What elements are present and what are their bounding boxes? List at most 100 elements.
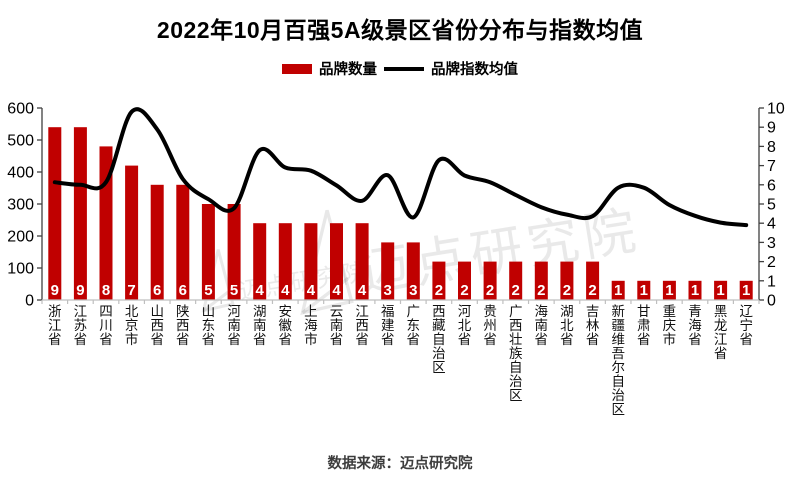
x-axis-label-广西壮族自治区: 广西壮族自治区 <box>509 304 523 403</box>
left-axis-label: 400 <box>7 165 34 182</box>
x-axis-label-青海省: 青海省 <box>688 304 702 347</box>
x-axis-label-北京市: 北京市 <box>125 304 139 347</box>
bar-value-label: 3 <box>409 282 417 299</box>
bar-value-label: 7 <box>127 282 135 299</box>
bar-河北省 <box>458 261 471 300</box>
x-axis-label-辽宁省: 辽宁省 <box>739 304 753 347</box>
bar-value-label: 2 <box>512 282 520 299</box>
chart-legend: 品牌数量 品牌指数均值 <box>0 58 800 79</box>
right-axis-label: 1 <box>767 273 776 290</box>
bar-value-label: 9 <box>51 282 59 299</box>
right-axis-label: 2 <box>767 254 776 271</box>
legend-line-swatch <box>384 66 424 71</box>
bar-value-label: 9 <box>76 282 84 299</box>
bar-value-label: 6 <box>153 282 161 299</box>
bar-value-label: 4 <box>332 282 341 299</box>
bar-北京市 <box>125 165 139 300</box>
x-axis-label-浙江省: 浙江省 <box>48 304 62 347</box>
x-axis-label-河南省: 河南省 <box>227 304 241 347</box>
x-axis-label-山西省: 山西省 <box>150 304 164 347</box>
bar-value-label: 1 <box>665 282 673 299</box>
x-axis-label-江苏省: 江苏省 <box>74 304 88 347</box>
x-axis-label-湖北省: 湖北省 <box>560 304 574 347</box>
bar-value-label: 1 <box>742 282 750 299</box>
right-axis-label: 0 <box>767 293 776 310</box>
right-axis-label: 6 <box>767 177 776 194</box>
right-axis-label: 5 <box>767 197 776 214</box>
bar-辽宁省 <box>739 280 753 300</box>
bar-甘肃省 <box>637 280 651 300</box>
bar-云南省 <box>330 223 343 300</box>
bar-value-label: 2 <box>435 282 443 299</box>
x-axis-label-四川省: 四川省 <box>99 304 113 347</box>
left-axis-label: 0 <box>25 293 34 310</box>
bar-安徽省 <box>278 223 292 300</box>
index-average-line <box>52 107 749 228</box>
chart-title: 2022年10月百强5A级景区省份分布与指数均值 <box>156 17 644 43</box>
bar-value-label: 4 <box>281 282 290 299</box>
bar-value-label: 5 <box>204 282 212 299</box>
right-axis-label: 7 <box>767 158 776 175</box>
bar-广东省 <box>406 242 420 300</box>
left-axis-label: 500 <box>7 133 34 150</box>
bar-value-label: 1 <box>691 282 699 299</box>
bar-浙江省 <box>48 127 62 300</box>
bar-青海省 <box>688 280 702 300</box>
bar-福建省 <box>381 242 395 300</box>
bar-新疆维吾尔自治区 <box>611 280 625 300</box>
bar-山西省 <box>150 184 164 300</box>
right-axis-label: 9 <box>767 120 776 137</box>
x-axis-label-重庆市: 重庆市 <box>663 304 677 347</box>
x-axis-label-吉林省: 吉林省 <box>586 304 600 347</box>
left-axis-label: 200 <box>7 229 34 246</box>
x-axis-label-河北省: 河北省 <box>458 304 472 347</box>
legend-bar-swatch <box>282 63 312 74</box>
bar-value-label: 6 <box>179 282 187 299</box>
x-axis-label-上海市: 上海市 <box>304 304 318 347</box>
x-axis-label-甘肃省: 甘肃省 <box>637 304 651 347</box>
x-axis-label-陕西省: 陕西省 <box>176 304 190 347</box>
bar-江西省 <box>355 223 369 300</box>
left-axis-label: 600 <box>7 101 34 118</box>
bar-value-label: 5 <box>230 282 238 299</box>
x-axis-label-黑龙江省: 黑龙江省 <box>714 304 728 361</box>
bar-value-label: 4 <box>307 282 316 299</box>
bar-value-label: 2 <box>588 282 596 299</box>
bar-广西壮族自治区 <box>509 261 523 300</box>
bar-陕西省 <box>176 184 190 300</box>
bar-value-label: 1 <box>716 282 724 299</box>
bar-上海市 <box>304 223 318 300</box>
left-axis-label: 300 <box>7 197 34 214</box>
bar-value-label: 8 <box>102 282 110 299</box>
bar-黑龙江省 <box>714 280 728 300</box>
x-axis-label-湖南省: 湖南省 <box>253 304 267 347</box>
bar-value-label: 2 <box>460 282 468 299</box>
bar-湖南省 <box>253 223 267 300</box>
bar-value-label: 2 <box>537 282 545 299</box>
x-axis-label-福建省: 福建省 <box>381 304 395 347</box>
right-axis-label: 4 <box>767 216 776 233</box>
x-axis-label-江西省: 江西省 <box>355 304 369 347</box>
x-axis-label-海南省: 海南省 <box>535 304 549 347</box>
right-axis-label: 8 <box>767 139 776 156</box>
data-source-note: 数据来源：迈点研究院 <box>327 456 473 472</box>
right-axis-label: 3 <box>767 235 776 252</box>
left-axis-label: 100 <box>7 261 34 278</box>
bar-河南省 <box>227 204 241 300</box>
x-axis-label-贵州省: 贵州省 <box>483 304 497 347</box>
bar-海南省 <box>534 261 548 300</box>
bar-value-label: 2 <box>563 282 571 299</box>
bar-value-label: 4 <box>358 282 367 299</box>
bar-吉林省 <box>586 261 600 300</box>
x-axis-label-山东省: 山东省 <box>202 304 216 347</box>
bar-江苏省 <box>73 127 87 300</box>
x-axis-label-安徽省: 安徽省 <box>279 304 293 347</box>
bar-湖北省 <box>560 261 574 300</box>
bar-value-label: 4 <box>256 282 265 299</box>
bar-value-label: 3 <box>384 282 392 299</box>
bar-山东省 <box>201 204 215 300</box>
bar-西藏自治区 <box>432 261 446 300</box>
bar-贵州省 <box>483 261 497 300</box>
x-axis-label-广东省: 广东省 <box>407 304 421 347</box>
